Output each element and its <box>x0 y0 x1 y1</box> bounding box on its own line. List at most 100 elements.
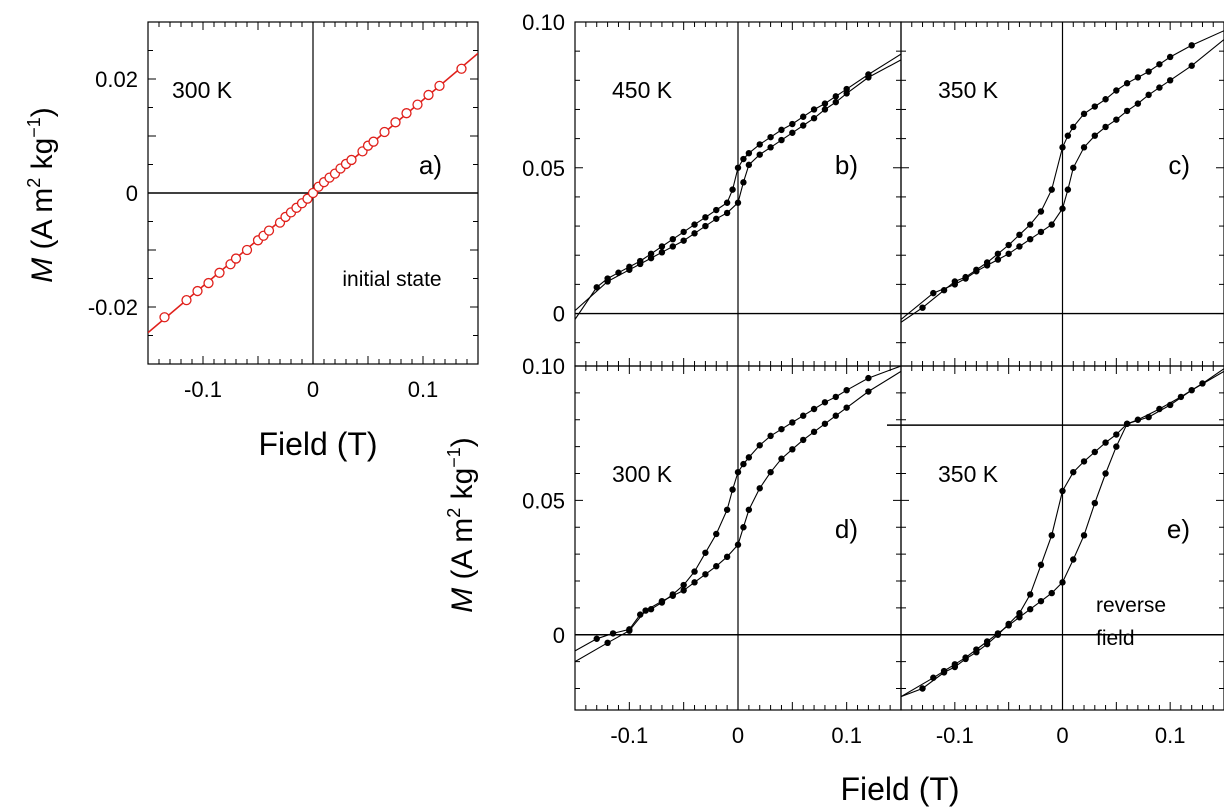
panel-label: e) <box>1167 514 1190 544</box>
xlabel-left: Field (T) <box>258 426 377 462</box>
data-point <box>159 312 170 323</box>
data-point <box>800 122 807 129</box>
data-point <box>767 468 774 476</box>
temperature-label: 350 K <box>938 461 999 487</box>
data-point <box>691 221 698 228</box>
data-point <box>1166 77 1174 84</box>
data-point <box>789 446 796 453</box>
x-tick-label: 0 <box>307 377 319 402</box>
data-point <box>740 155 747 163</box>
data-point <box>1037 597 1045 605</box>
data-point <box>1091 132 1099 139</box>
data-point <box>778 126 785 134</box>
data-point <box>713 530 720 538</box>
data-point <box>203 277 214 289</box>
data-point <box>756 442 763 449</box>
plot-area <box>575 53 901 320</box>
data-point <box>1113 431 1120 438</box>
panel-label: a) <box>419 150 442 180</box>
data-point <box>723 209 731 217</box>
data-point <box>647 254 655 262</box>
ylabel-right: M (A m2 kg−1) <box>444 437 479 613</box>
data-point <box>1059 205 1066 212</box>
data-point <box>740 460 747 468</box>
data-point <box>832 93 839 100</box>
data-point <box>1156 61 1163 68</box>
tick-marks <box>574 21 902 366</box>
data-point <box>973 268 980 275</box>
data-point <box>1091 448 1099 456</box>
y-tick-label: 0.10 <box>522 10 565 35</box>
data-point <box>626 266 633 273</box>
data-point <box>1145 68 1152 75</box>
data-point <box>843 90 850 97</box>
data-point <box>734 541 742 548</box>
temperature-label: 450 K <box>612 77 673 103</box>
data-point <box>713 215 720 222</box>
data-point <box>680 228 687 236</box>
data-point <box>951 661 959 668</box>
data-point <box>1005 622 1012 629</box>
data-point <box>1188 62 1195 69</box>
data-point <box>821 100 829 107</box>
data-point <box>1048 532 1055 539</box>
data-point <box>940 667 948 675</box>
data-point <box>1134 100 1142 107</box>
plot-area <box>148 52 478 334</box>
data-point <box>962 275 969 282</box>
temperature-label: 300 K <box>612 461 673 487</box>
data-point <box>1080 144 1088 151</box>
data-point <box>346 154 357 166</box>
data-point <box>1123 420 1131 427</box>
tick-marks <box>147 21 479 365</box>
annotation-line-1: reverse <box>1096 594 1166 617</box>
x-tick-label: 0.1 <box>408 377 439 402</box>
x-tick-label: 0 <box>732 723 744 748</box>
data-point <box>951 281 959 288</box>
annotation-line-2: field <box>1096 627 1135 650</box>
data-point <box>593 635 600 642</box>
data-point <box>756 141 763 148</box>
data-point <box>832 98 839 106</box>
data-point <box>1016 614 1023 621</box>
tick-marks <box>900 365 1224 710</box>
data-point <box>994 256 1002 263</box>
data-point <box>241 244 253 256</box>
data-point <box>713 206 720 214</box>
data-point <box>702 214 709 221</box>
data-point <box>865 374 872 382</box>
y-tick-label: 0.05 <box>522 156 565 181</box>
data-point <box>821 399 829 406</box>
data-point <box>1134 74 1142 81</box>
data-point <box>1059 144 1066 151</box>
data-point <box>778 425 785 433</box>
data-point <box>423 89 434 101</box>
y-tick-label: 0 <box>553 623 565 648</box>
data-point <box>642 607 649 614</box>
panel-c: 350 K c) <box>900 21 1224 367</box>
data-point <box>1102 470 1109 477</box>
data-point <box>647 606 655 613</box>
data-point <box>637 260 644 268</box>
data-point <box>919 685 926 692</box>
data-point <box>810 106 818 113</box>
data-point <box>1156 84 1163 91</box>
data-point <box>230 253 242 264</box>
data-point <box>1027 591 1034 598</box>
data-point <box>702 222 709 230</box>
data-point <box>729 186 736 193</box>
data-point <box>456 63 467 74</box>
panel-label: d) <box>835 514 858 544</box>
data-point <box>843 386 850 394</box>
plot-area <box>575 366 901 663</box>
temperature-label: 350 K <box>938 77 999 103</box>
data-point <box>593 284 600 291</box>
plot-area <box>901 368 1224 698</box>
data-point <box>214 267 225 278</box>
data-point <box>745 506 753 513</box>
data-point <box>767 133 774 141</box>
panel-a: -0.1 0 0.1 -0.02 0 0.02 300 K a) initial state <box>88 21 479 402</box>
annotation: initial state <box>342 268 441 291</box>
data-point <box>669 592 676 599</box>
data-point <box>691 568 698 575</box>
